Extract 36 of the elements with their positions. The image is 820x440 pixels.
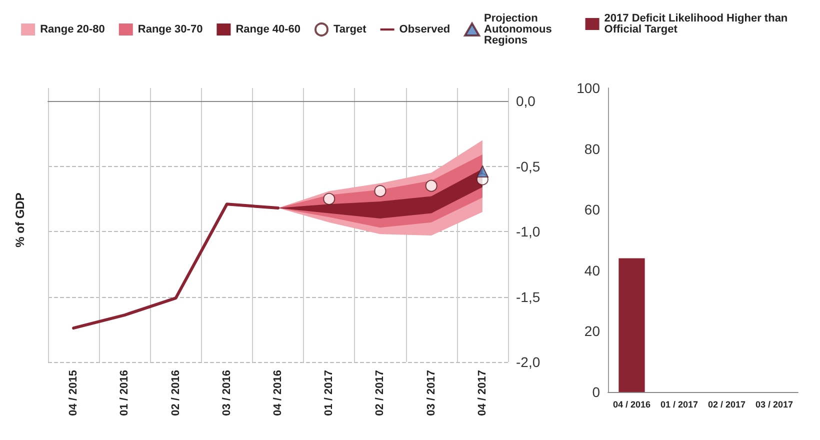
x-tick-label: 01 / 2017 — [323, 370, 336, 416]
point — [323, 192, 336, 205]
x-tick-label: 04 / 2017 — [476, 370, 488, 416]
x-tick-label: 01 / 2017 — [660, 400, 698, 410]
legend-label: 2017 Deficit Likelihood Higher than Official Target — [604, 12, 791, 36]
legend-label: Projection Autonomous Regions — [484, 12, 555, 46]
y-tick-label: -1,5 — [516, 288, 540, 305]
y-axis-title: % of GDP — [13, 192, 27, 248]
legend-label: Range 40-60 — [236, 24, 301, 36]
y-tick-label: 20 — [584, 323, 600, 340]
point — [374, 185, 386, 198]
y-tick-label: 100 — [576, 80, 600, 96]
x-tick-label: 02 / 2017 — [708, 400, 746, 410]
y-tick-label: -0,5 — [516, 158, 540, 174]
x-tick-label: 03 / 2017 — [425, 370, 438, 416]
x-tick-label: 04 / 2015 — [68, 370, 80, 416]
y-tick-label: 80 — [584, 140, 600, 157]
legend-label: Range 20-80 — [40, 24, 105, 36]
legend-label: Range 30-70 — [138, 24, 203, 36]
y-tick-label: 0,0 — [516, 93, 536, 110]
y-tick-label: -2,0 — [516, 354, 540, 370]
x-tick-label: 02 / 2017 — [374, 370, 386, 416]
x-tick-label: 04 / 2016 — [612, 400, 651, 410]
y-tick-label: -1,0 — [516, 224, 540, 240]
x-tick-label: 03 / 2017 — [755, 400, 794, 410]
legend-label: Target — [334, 24, 367, 36]
legend-label: Observed — [399, 24, 450, 36]
x-tick-label: 02 / 2016 — [170, 370, 182, 416]
y-tick-label: 40 — [584, 262, 600, 278]
y-tick-label: 60 — [584, 202, 600, 218]
x-tick-label: 03 / 2016 — [220, 370, 233, 416]
y-tick-label: 0 — [592, 384, 600, 400]
point — [425, 180, 438, 192]
point — [476, 166, 488, 178]
x-tick-label: 04 / 2016 — [272, 370, 284, 416]
x-tick-label: 01 / 2016 — [118, 370, 131, 416]
